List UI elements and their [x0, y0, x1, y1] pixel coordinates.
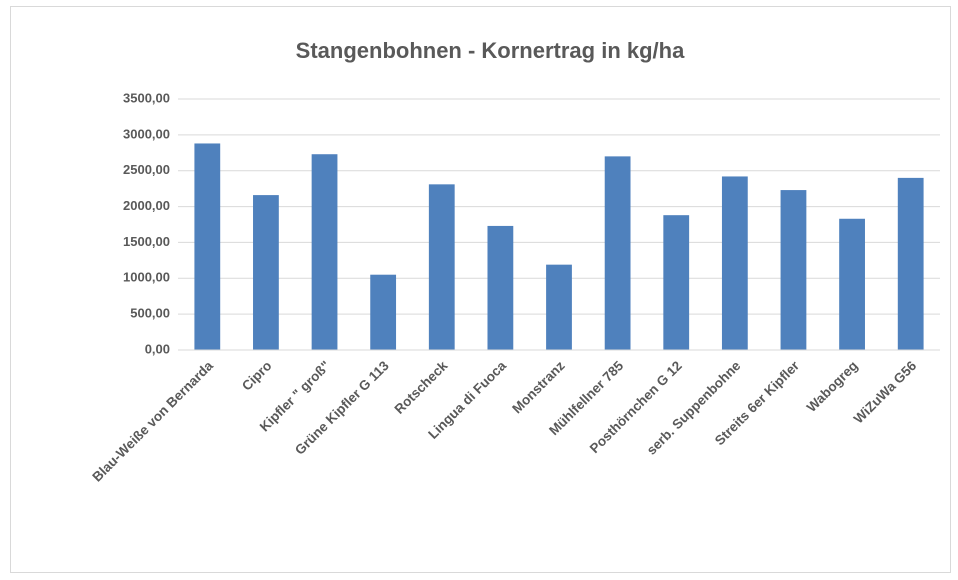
bar: [370, 274, 397, 350]
bar: [428, 184, 455, 350]
y-tick-label: 1500,00: [123, 234, 170, 249]
bar: [487, 225, 514, 350]
bar: [604, 156, 631, 350]
y-tick-label: 2000,00: [123, 198, 170, 213]
y-tick-label: 2500,00: [123, 162, 170, 177]
y-tick-label: 500,00: [130, 306, 170, 321]
bar: [897, 177, 924, 350]
y-tick-label: 1000,00: [123, 270, 170, 285]
y-tick-label: 3500,00: [123, 90, 170, 105]
bar: [311, 154, 338, 350]
bar: [194, 143, 221, 350]
y-tick-label: 0,00: [145, 341, 170, 356]
bar: [839, 218, 865, 350]
chart-title: Stangenbohnen - Kornertrag in kg/ha: [296, 38, 685, 63]
bar: [546, 264, 572, 350]
bar: [780, 190, 807, 350]
bar: [721, 176, 748, 350]
bar: [663, 215, 690, 350]
y-tick-label: 3000,00: [123, 126, 170, 141]
bar: [253, 195, 279, 350]
